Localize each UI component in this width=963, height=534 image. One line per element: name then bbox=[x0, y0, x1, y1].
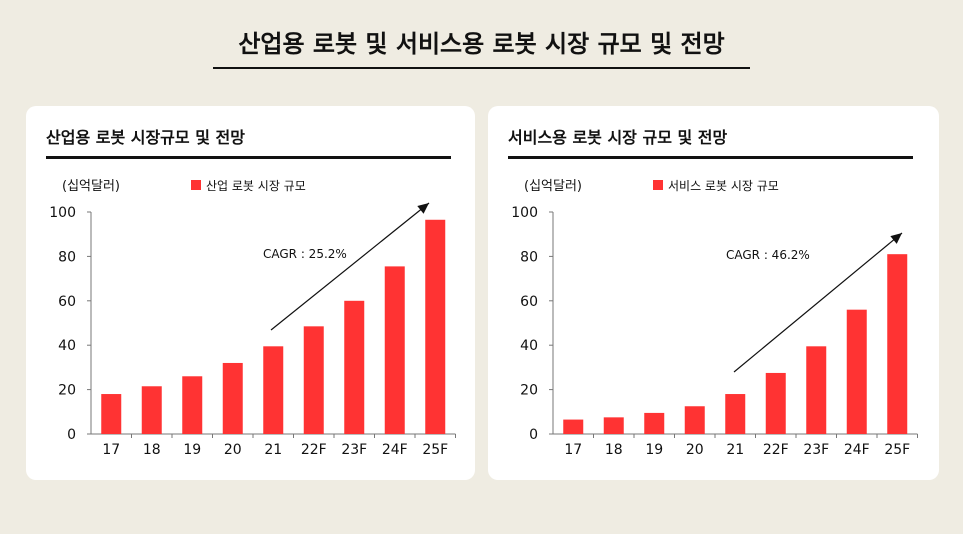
bar-20 bbox=[222, 362, 243, 434]
y-tick-label: 20 bbox=[520, 383, 538, 399]
chart-title: 서비스용 로봇 시장 규모 및 전망 bbox=[508, 124, 913, 159]
y-tick-label: 80 bbox=[58, 249, 76, 265]
legend-label: 서비스 로봇 시장 규모 bbox=[668, 179, 779, 193]
bar-18 bbox=[603, 417, 624, 434]
x-tick-label: 20 bbox=[686, 442, 704, 458]
page-title: 산업용 로봇 및 서비스용 로봇 시장 규모 및 전망 bbox=[213, 24, 750, 69]
bar-23F bbox=[806, 346, 827, 434]
bar-17 bbox=[101, 394, 122, 434]
x-tick-label: 22F bbox=[763, 442, 789, 458]
y-tick-label: 0 bbox=[529, 427, 538, 443]
y-tick-label: 60 bbox=[520, 294, 538, 310]
chart-title: 산업용 로봇 시장규모 및 전망 bbox=[46, 124, 451, 159]
y-tick-label: 80 bbox=[520, 249, 538, 265]
bar-20 bbox=[684, 406, 705, 434]
x-tick-label: 20 bbox=[224, 442, 242, 458]
bar-25F bbox=[887, 254, 908, 434]
y-tick-label: 100 bbox=[49, 205, 76, 221]
legend-label: 산업 로봇 시장 규모 bbox=[206, 179, 306, 193]
unit-label: (십억달러) bbox=[524, 179, 582, 194]
x-tick-label: 19 bbox=[645, 442, 663, 458]
bar-24F bbox=[846, 309, 867, 434]
y-tick-label: 40 bbox=[58, 338, 76, 354]
legend-swatch bbox=[653, 180, 663, 190]
x-tick-label: 18 bbox=[143, 442, 161, 458]
cagr-annotation: CAGR : 46.2% bbox=[726, 248, 810, 262]
trend-arrow-head bbox=[890, 233, 902, 244]
x-tick-label: 21 bbox=[726, 442, 744, 458]
trend-arrow-head bbox=[417, 203, 429, 214]
chart-card-industrial: 산업용 로봇 시장규모 및 전망 (십억달러) 산업 로봇 시장 규모 0 20 40 6… bbox=[26, 106, 475, 480]
x-tick-label: 21 bbox=[264, 442, 282, 458]
bar-chart-industrial: (십억달러) 산업 로봇 시장 규모 0 20 40 60 80 100 17 18 19 20 21 2… bbox=[49, 179, 456, 458]
x-tick-label: 18 bbox=[605, 442, 623, 458]
bar-17 bbox=[563, 419, 584, 434]
x-tick-label: 25F bbox=[422, 442, 448, 458]
legend-swatch bbox=[191, 180, 201, 190]
bar-21 bbox=[263, 346, 284, 434]
trend-arrow-line bbox=[270, 202, 430, 331]
bar-chart-service: (십억달러) 서비스 로봇 시장 규모 0 20 40 60 80 100 17 18 19 20 21… bbox=[511, 179, 918, 458]
bar-19 bbox=[644, 412, 665, 434]
x-tick-label: 24F bbox=[382, 442, 408, 458]
bar-25F bbox=[425, 219, 446, 434]
y-tick-label: 20 bbox=[58, 383, 76, 399]
trend-arrow-line bbox=[733, 232, 903, 373]
y-tick-label: 60 bbox=[58, 294, 76, 310]
y-tick-label: 100 bbox=[511, 205, 538, 221]
bar-23F bbox=[344, 300, 365, 434]
bar-22F bbox=[765, 372, 786, 434]
y-tick-label: 40 bbox=[520, 338, 538, 354]
bar-24F bbox=[384, 266, 405, 434]
chart-card-service: 서비스용 로봇 시장 규모 및 전망 (십억달러) 서비스 로봇 시장 규모 0 20… bbox=[488, 106, 939, 480]
unit-label: (십억달러) bbox=[62, 179, 120, 194]
x-tick-label: 24F bbox=[844, 442, 870, 458]
cagr-annotation: CAGR : 25.2% bbox=[263, 247, 347, 261]
bar-18 bbox=[141, 386, 162, 434]
bar-21 bbox=[725, 394, 746, 434]
x-tick-label: 22F bbox=[301, 442, 327, 458]
x-tick-label: 23F bbox=[803, 442, 829, 458]
y-tick-label: 0 bbox=[67, 427, 76, 443]
x-tick-label: 25F bbox=[884, 442, 910, 458]
x-tick-label: 19 bbox=[183, 442, 201, 458]
x-tick-label: 17 bbox=[102, 442, 120, 458]
bar-22F bbox=[303, 326, 324, 434]
bar-19 bbox=[182, 376, 203, 434]
x-tick-label: 17 bbox=[564, 442, 582, 458]
x-tick-label: 23F bbox=[341, 442, 367, 458]
